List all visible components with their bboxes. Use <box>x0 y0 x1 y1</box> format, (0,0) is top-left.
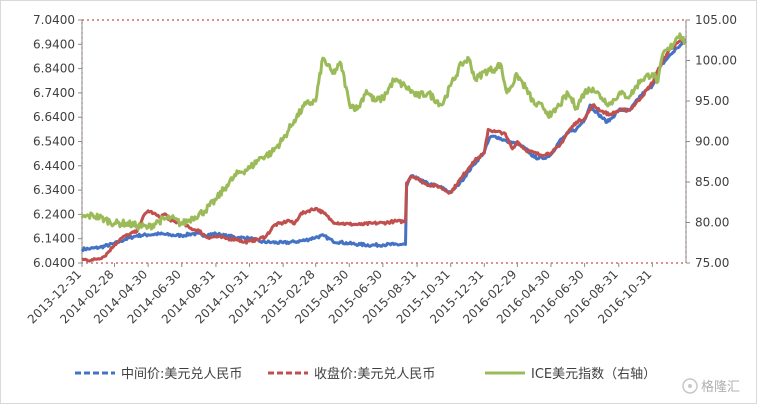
y-left-tick-label: 6.3400 <box>33 183 75 197</box>
watermark-text: 格隆汇 <box>701 379 740 395</box>
watermark: 格隆汇 <box>682 378 740 395</box>
legend-label-1: 中间价:美元兑人民币 <box>121 367 242 382</box>
y-left-tick-label: 6.5400 <box>33 135 75 149</box>
y-left-tick-label: 6.4400 <box>33 159 75 173</box>
y-right-tick-label: 80.00 <box>695 216 729 230</box>
y-left-tick-label: 7.0400 <box>33 13 75 27</box>
y-right-tick-label: 90.00 <box>695 135 729 149</box>
legend-label-3: ICE美元指数（右轴） <box>531 367 656 382</box>
y-left-tick-label: 6.0400 <box>33 256 75 270</box>
y-left-tick-label: 6.9400 <box>33 37 75 51</box>
y-left-tick-label: 6.6400 <box>33 110 75 124</box>
y-right-tick-label: 100.00 <box>695 54 737 68</box>
y-right-tick-label: 85.00 <box>695 175 729 189</box>
y-right-tick-label: 75.00 <box>695 256 729 270</box>
y-left-tick-label: 6.8400 <box>33 62 75 76</box>
y-left-tick-label: 6.2400 <box>33 207 75 221</box>
y-right-tick-label: 95.00 <box>695 94 729 108</box>
legend-label-2: 收盘价:美元兑人民币 <box>314 366 435 382</box>
y-left-tick-label: 6.1400 <box>33 232 75 246</box>
y-left-tick-label: 6.7400 <box>33 86 75 100</box>
y-right-tick-label: 105.00 <box>695 13 737 27</box>
series-line-3 <box>80 32 687 231</box>
